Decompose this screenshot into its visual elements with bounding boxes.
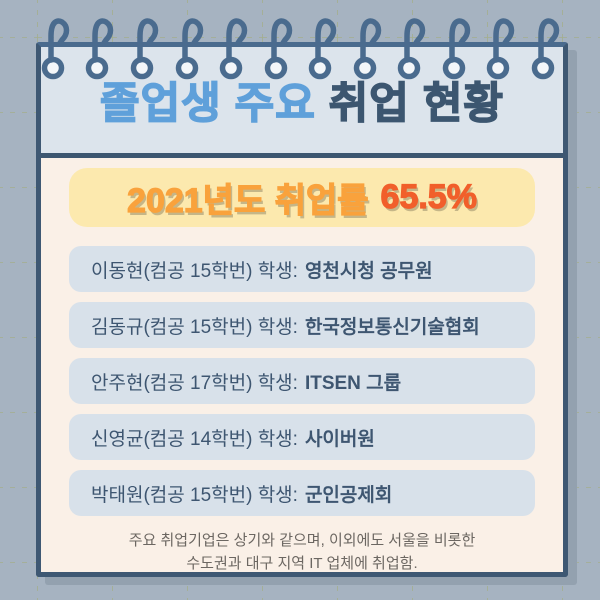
employer-name: 군인공제회 <box>304 484 393 506</box>
page-title: 졸업생 주요 취업 현황 <box>99 69 504 131</box>
footer-line-2: 수도권과 대구 지역 IT 업체에 취업함. <box>186 555 418 573</box>
notebook-card: 졸업생 주요 취업 현황 2021년도 취업률 65.5% 이동현(컴공 15학… <box>36 42 568 577</box>
student-info: 박태원(컴공 15학번) 학생: <box>91 484 298 506</box>
employment-row: 박태원(컴공 15학번) 학생: 군인공제회 <box>69 470 535 516</box>
binder-ring-icon <box>45 21 67 77</box>
binder-ring-icon <box>446 21 468 77</box>
student-info: 안주현(컴공 17학번) 학생: <box>91 372 298 394</box>
student-info: 이동현(컴공 15학번) 학생: <box>91 260 298 282</box>
binder-ring-icon <box>268 21 290 77</box>
employment-row: 신영균(컴공 14학번) 학생: 사이버원 <box>69 414 535 460</box>
banner-label: 2021년도 취업률 <box>126 181 369 220</box>
binder-ring-icon <box>535 21 557 77</box>
employment-row: 김동규(컴공 15학번) 학생: 한국정보통신기술협회 <box>69 302 535 348</box>
employment-rate-value: 65.5% <box>380 177 478 216</box>
employer-name: 한국정보통신기술협회 <box>304 316 480 338</box>
employer-name: 사이버원 <box>304 428 375 450</box>
binder-ring-icon <box>312 21 334 77</box>
page-title-part1: 졸업생 주요 <box>99 79 316 129</box>
student-info: 신영균(컴공 14학번) 학생: <box>91 428 298 450</box>
employment-rate-banner: 2021년도 취업률 65.5% <box>69 168 535 227</box>
footer-line-1: 주요 취업기업은 상기와 같으며, 이외에도 서울을 비롯한 <box>128 532 476 549</box>
student-info: 김동규(컴공 15학번) 학생: <box>91 316 298 338</box>
employment-row: 안주현(컴공 17학번) 학생: ITSEN 그룹 <box>69 358 535 404</box>
page-title-part2: 취업 현황 <box>328 79 504 129</box>
binder-ring-icon <box>223 21 245 77</box>
employer-name: 영천시청 공무원 <box>304 260 433 282</box>
employer-name: ITSEN 그룹 <box>304 372 402 394</box>
binder-ring-icon <box>179 21 201 77</box>
binder-ring-icon <box>89 21 111 77</box>
binder-ring-icon <box>357 21 379 77</box>
binder-ring-icon <box>401 21 423 77</box>
binder-ring-icon <box>490 21 512 77</box>
binder-ring-icon <box>134 21 156 77</box>
card-body: 2021년도 취업률 65.5% 이동현(컴공 15학번) 학생: 영천시청 공… <box>41 158 563 576</box>
card-header: 졸업생 주요 취업 현황 <box>41 47 563 158</box>
spiral-rings <box>0 0 600 95</box>
employment-row: 이동현(컴공 15학번) 학생: 영천시청 공무원 <box>69 246 535 292</box>
footer-note: 주요 취업기업은 상기와 같으며, 이외에도 서울을 비롯한 수도권과 대구 지… <box>69 529 535 576</box>
